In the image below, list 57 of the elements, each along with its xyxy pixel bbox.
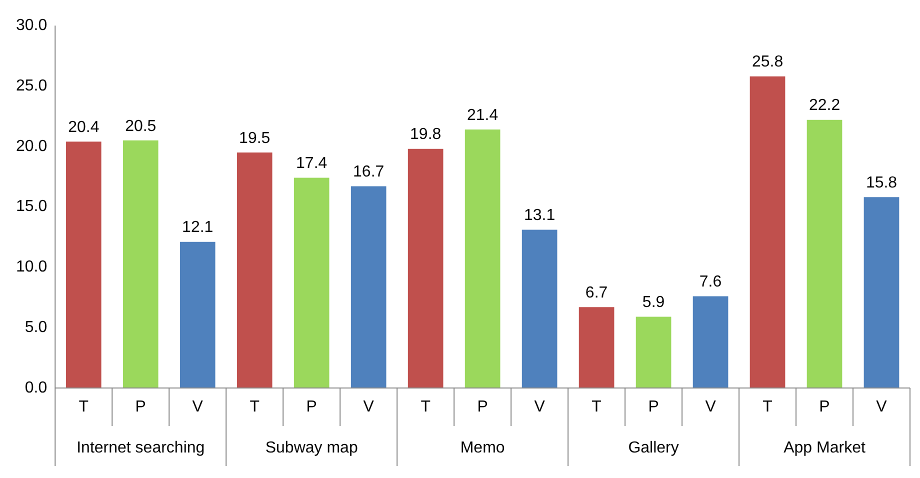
bar bbox=[294, 178, 330, 388]
y-tick-label: 15.0 bbox=[16, 198, 48, 216]
series-label: P bbox=[135, 398, 146, 416]
text: V bbox=[534, 398, 545, 416]
data-label: 20.4 bbox=[68, 118, 100, 136]
series-label: V bbox=[192, 398, 204, 416]
text: V bbox=[705, 398, 716, 416]
data-label: 7.6 bbox=[699, 274, 722, 291]
text: V bbox=[876, 398, 887, 416]
text: T bbox=[250, 398, 260, 416]
data-label: 16.7 bbox=[353, 164, 384, 181]
bar bbox=[66, 142, 102, 388]
data-label: 19.5 bbox=[239, 130, 270, 147]
data-label: 17.4 bbox=[296, 155, 328, 172]
text: T bbox=[762, 398, 772, 416]
data-label: 22.2 bbox=[808, 97, 840, 114]
x-tick-label: Gallery bbox=[628, 439, 679, 456]
data-label: 5.9 bbox=[642, 294, 665, 312]
data-label: 15.8 bbox=[866, 174, 898, 192]
y-tick-label: 30.0 bbox=[16, 17, 48, 34]
x-tick-label: Subway map bbox=[265, 439, 358, 456]
series-label: T bbox=[78, 398, 89, 416]
bar bbox=[350, 186, 386, 388]
text: T bbox=[592, 398, 602, 416]
data-label: 12.1 bbox=[182, 219, 214, 236]
bar bbox=[692, 296, 728, 388]
bar bbox=[408, 148, 444, 388]
bar bbox=[464, 129, 500, 388]
bar bbox=[522, 230, 558, 388]
text: P bbox=[306, 398, 317, 416]
bar bbox=[578, 307, 614, 388]
text: T bbox=[420, 398, 430, 416]
data-label: 6.7 bbox=[585, 284, 608, 302]
y-tick-label: 0.0 bbox=[24, 379, 48, 396]
data-label: 21.4 bbox=[467, 106, 498, 124]
y-tick-label: 5.0 bbox=[24, 319, 48, 336]
bar bbox=[864, 197, 900, 388]
text: P bbox=[648, 398, 659, 416]
y-tick-label: 25.0 bbox=[16, 77, 48, 94]
bar bbox=[806, 120, 842, 388]
bar bbox=[636, 316, 672, 388]
text: P bbox=[819, 398, 830, 416]
x-tick-label: App Market bbox=[784, 439, 866, 456]
y-tick-label: 10.0 bbox=[16, 258, 48, 276]
data-label: 19.8 bbox=[410, 126, 442, 144]
text: V bbox=[363, 398, 374, 416]
y-tick-label: 20.0 bbox=[16, 138, 48, 155]
text: P bbox=[477, 398, 488, 416]
bar bbox=[236, 152, 272, 388]
bar bbox=[122, 140, 158, 388]
x-tick-label: Internet searching bbox=[76, 439, 205, 456]
bar bbox=[750, 76, 786, 388]
data-label: 13.1 bbox=[524, 207, 556, 224]
bar bbox=[180, 242, 216, 388]
data-label: 20.5 bbox=[125, 118, 156, 135]
x-tick-label: Memo bbox=[460, 439, 505, 456]
data-label: 25.8 bbox=[752, 54, 784, 71]
